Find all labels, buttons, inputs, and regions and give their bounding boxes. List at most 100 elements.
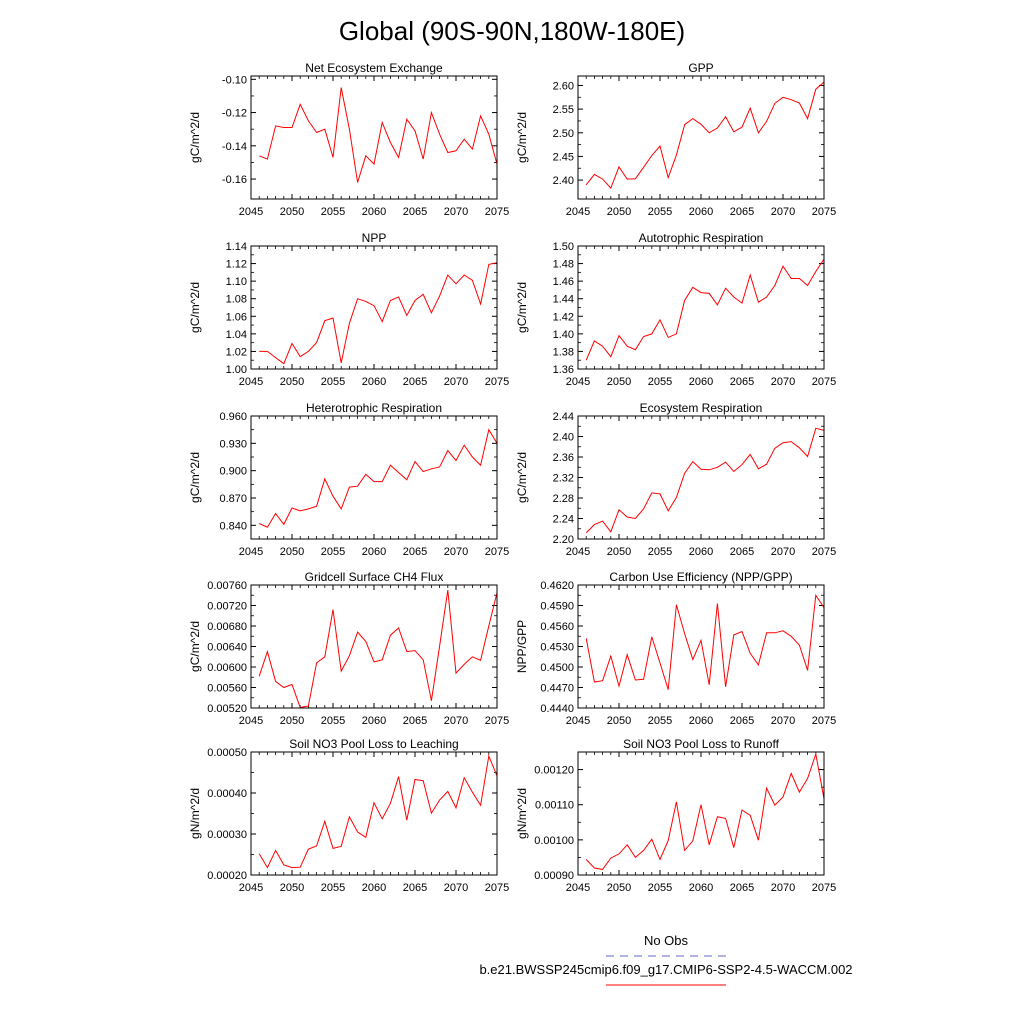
y-tick-label: 0.4530 (540, 642, 574, 654)
y-tick-label: 0.930 (219, 438, 247, 450)
panel-carbon-use-efficiency-npp-gpp: Carbon Use Efficiency (NPP/GPP) 2045 2050 2… (515, 570, 836, 727)
x-tick-label: 2075 (485, 715, 509, 727)
y-tick-label: 0.900 (219, 466, 247, 478)
x-tick-label: 2050 (280, 546, 304, 558)
y-axis-label: gC/m^2/d (188, 452, 202, 503)
x-tick-label: 2065 (730, 882, 754, 894)
y-tick-label: 1.44 (553, 294, 574, 306)
y-tick-label: 2.20 (553, 534, 574, 546)
y-tick-label: 2.55 (553, 104, 574, 116)
panel-grid: Net Ecosystem Exchange 2045 2050 2055 2060 20… (188, 61, 836, 894)
panel-heterotrophic-respiration: Heterotrophic Respiration 2045 2050 2055 206… (188, 401, 509, 558)
y-tick-label: 1.50 (553, 241, 574, 253)
x-tick-label: 2065 (403, 546, 427, 558)
x-tick-label: 2055 (321, 546, 345, 558)
x-tick-label: 2050 (280, 206, 304, 218)
y-tick-label: -0.10 (222, 74, 247, 86)
panel-net-ecosystem-exchange: Net Ecosystem Exchange 2045 2050 2055 2060 20… (188, 61, 509, 218)
x-tick-label: 2055 (648, 206, 672, 218)
series-line (585, 81, 825, 190)
y-tick-label: 0.00760 (207, 580, 247, 592)
x-tick-label: 2050 (607, 882, 631, 894)
y-tick-label: 2.44 (553, 411, 574, 423)
y-axis-label: NPP/GPP (515, 620, 529, 673)
x-tick-label: 2060 (689, 206, 713, 218)
x-tick-label: 2045 (239, 376, 263, 388)
figure-title: Global (90S-90N,180W-180E) (339, 16, 685, 46)
y-tick-label: 1.02 (226, 346, 247, 358)
panel-soil-no3-pool-loss-to-leaching: Soil NO3 Pool Loss to Leaching 2045 2050 20… (188, 737, 509, 894)
x-tick-label: 2075 (812, 882, 836, 894)
plot-frame (250, 415, 498, 540)
x-tick-label: 2050 (280, 882, 304, 894)
plot-frame (577, 415, 825, 540)
plot-frame (577, 584, 825, 709)
y-tick-label: 0.00020 (207, 870, 247, 882)
x-tick-label: 2075 (812, 376, 836, 388)
x-tick-label: 2045 (566, 715, 590, 727)
series-line (258, 590, 498, 709)
y-tick-label: -0.14 (222, 141, 247, 153)
x-tick-label: 2050 (607, 546, 631, 558)
x-tick-label: 2055 (321, 715, 345, 727)
x-tick-label: 2075 (485, 376, 509, 388)
y-tick-label: 0.00040 (207, 788, 247, 800)
x-tick-label: 2060 (362, 376, 386, 388)
legend-run-label: b.e21.BWSSP245cmip6.f09_g17.CMIP6-SSP2-4… (479, 962, 852, 977)
x-tick-label: 2050 (607, 206, 631, 218)
panel-title: Heterotrophic Respiration (306, 401, 442, 415)
series-line (258, 754, 498, 869)
x-tick-label: 2060 (362, 882, 386, 894)
legend: No Obs b.e21.BWSSP245cmip6.f09_g17.CMIP6… (479, 933, 853, 986)
y-tick-label: 2.50 (553, 128, 574, 140)
x-tick-label: 2065 (403, 882, 427, 894)
x-tick-label: 2045 (566, 546, 590, 558)
panel-gridcell-surface-ch4-flux: Gridcell Surface CH4 Flux 2045 2050 2055 206… (188, 570, 509, 727)
series-line (585, 427, 825, 534)
panel-ecosystem-respiration: Ecosystem Respiration 2045 2050 2055 2060 206… (515, 401, 836, 558)
x-tick-label: 2075 (485, 206, 509, 218)
x-tick-label: 2075 (812, 715, 836, 727)
y-axis-label: gC/m^2/d (188, 112, 202, 163)
plot-frame (250, 751, 498, 876)
y-tick-label: 2.28 (553, 493, 574, 505)
x-tick-label: 2050 (607, 715, 631, 727)
plot-frame (250, 245, 498, 370)
y-tick-label: 0.00600 (207, 662, 247, 674)
y-tick-label: 1.42 (553, 311, 574, 323)
panel-title: GPP (688, 61, 713, 75)
x-tick-label: 2045 (239, 882, 263, 894)
y-tick-label: 0.00720 (207, 601, 247, 613)
x-tick-label: 2045 (239, 546, 263, 558)
y-tick-label: 1.48 (553, 259, 574, 271)
y-tick-label: 0.00030 (207, 829, 247, 841)
y-tick-label: 0.4560 (540, 621, 574, 633)
y-axis-label: gC/m^2/d (188, 282, 202, 333)
y-tick-label: 0.4440 (540, 703, 574, 715)
y-tick-label: 0.00090 (534, 870, 574, 882)
y-tick-label: 2.60 (553, 80, 574, 92)
panel-npp: NPP 2045 2050 2055 2060 2065 2070 2075 1.00 1.02 1… (188, 231, 509, 388)
x-tick-label: 2065 (730, 206, 754, 218)
y-tick-label: 0.4500 (540, 662, 574, 674)
y-tick-label: 1.04 (226, 329, 247, 341)
y-tick-label: 1.38 (553, 346, 574, 358)
panel-title: Net Ecosystem Exchange (305, 61, 443, 75)
y-tick-label: 0.870 (219, 493, 247, 505)
panel-title: Soil NO3 Pool Loss to Leaching (289, 737, 458, 751)
y-axis-label: gN/m^2/d (515, 788, 529, 839)
x-tick-label: 2050 (280, 715, 304, 727)
y-axis-label: gC/m^2/d (515, 112, 529, 163)
y-tick-label: 0.00640 (207, 642, 247, 654)
y-tick-label: 0.4590 (540, 601, 574, 613)
x-tick-label: 2050 (280, 376, 304, 388)
x-tick-label: 2070 (444, 882, 468, 894)
x-tick-label: 2070 (444, 715, 468, 727)
y-tick-label: -0.12 (222, 108, 247, 120)
x-tick-label: 2060 (689, 546, 713, 558)
x-tick-label: 2065 (730, 376, 754, 388)
panel-title: Ecosystem Respiration (640, 401, 763, 415)
x-tick-label: 2055 (648, 715, 672, 727)
y-tick-label: 1.00 (226, 364, 247, 376)
